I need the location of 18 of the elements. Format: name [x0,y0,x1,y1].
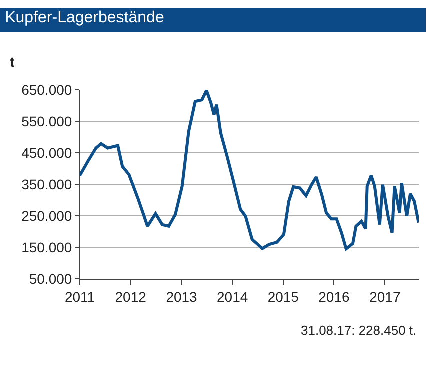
line-series [80,90,419,251]
x-tick-label: 2011 [64,288,96,305]
y-tick-label: 250.000 [22,208,72,224]
x-tick-label: 2012 [115,288,147,305]
y-tick-label: 350.000 [22,176,72,192]
x-tick-label: 2013 [166,288,198,305]
x-tick-label: 2017 [370,288,401,305]
y-tick-label: 550.000 [22,113,72,130]
y-tick-label: 450.000 [22,144,72,161]
x-tick-label: 2015 [268,288,300,305]
y-tick-label: 150.000 [22,239,72,256]
x-tick-label: 2016 [318,288,350,305]
y-axis-title: t [10,54,15,70]
text: 31.08.17: 228.450 t. [301,323,417,338]
chart-title: Kupfer-Lagerbestände [5,9,164,26]
x-tick-label: 2014 [217,288,248,305]
y-tick-label: 50.000 [29,270,72,287]
y-tick-label: 650.000 [22,82,72,98]
